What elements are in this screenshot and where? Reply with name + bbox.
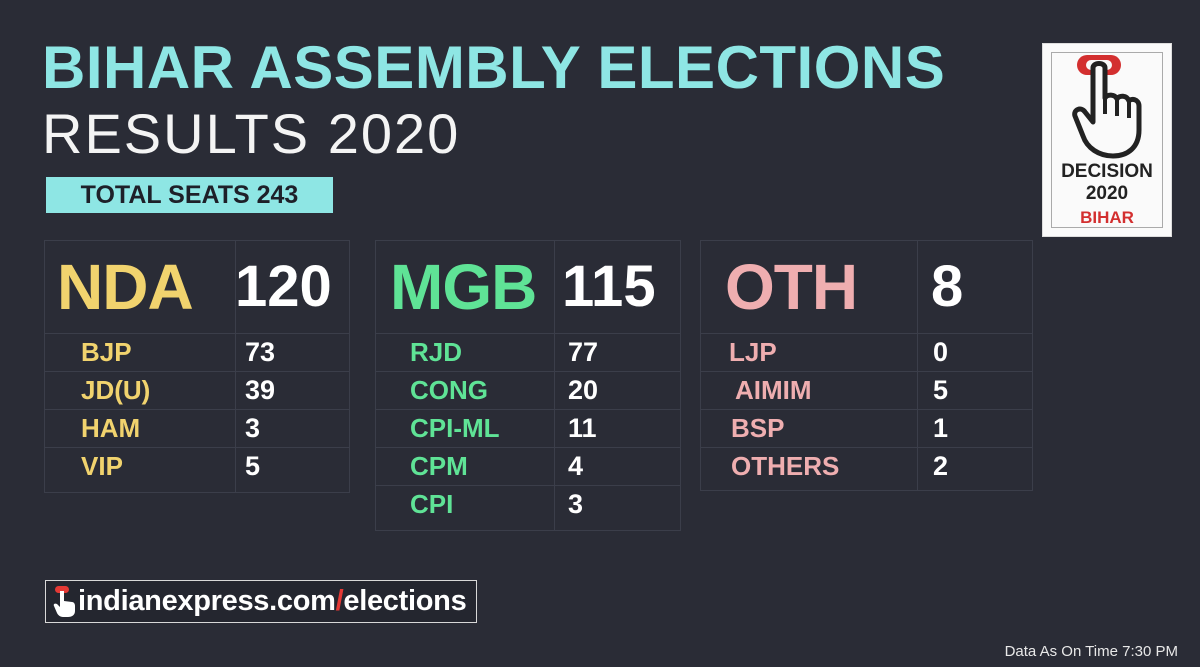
party-name: RJD bbox=[410, 337, 463, 367]
party-seats: 4 bbox=[568, 451, 584, 481]
party-row: CONG 20 bbox=[376, 372, 680, 410]
party-row: RJD 77 bbox=[376, 334, 680, 372]
data-timestamp: Data As On Time 7:30 PM bbox=[1004, 643, 1178, 660]
party-seats: 3 bbox=[568, 489, 584, 519]
party-seats: 1 bbox=[933, 413, 949, 443]
party-name: CPI bbox=[410, 489, 454, 519]
alliance-name: MGB bbox=[390, 251, 537, 323]
alliance-total: 8 bbox=[931, 254, 964, 319]
source-url-box[interactable]: indianexpress.com/elections bbox=[45, 580, 477, 623]
party-name: CPM bbox=[410, 451, 468, 481]
party-seats: 5 bbox=[933, 375, 949, 405]
source-url-text[interactable]: indianexpress.com/elections bbox=[78, 585, 467, 617]
party-row: AIMIM 5 bbox=[701, 372, 1032, 410]
party-row: BJP 73 bbox=[45, 334, 349, 372]
party-seats: 20 bbox=[568, 375, 599, 405]
logo-text-bihar: BIHAR bbox=[1080, 208, 1134, 227]
alliance-total: 115 bbox=[562, 254, 656, 319]
party-seats: 11 bbox=[568, 413, 597, 443]
party-row: CPM 4 bbox=[376, 448, 680, 486]
total-seats-badge: TOTAL SEATS 243 bbox=[46, 177, 333, 213]
party-name: LJP bbox=[729, 337, 777, 367]
party-name: BSP bbox=[731, 413, 785, 443]
party-name: CPI-ML bbox=[410, 413, 500, 443]
party-seats: 3 bbox=[245, 413, 261, 443]
party-seats: 2 bbox=[933, 451, 949, 481]
alliance-nda-panel: NDA 120 BJP 73 JD(U) 39 HAM 3 VIP 5 bbox=[44, 240, 350, 493]
party-name: JD(U) bbox=[81, 375, 151, 405]
party-seats: 73 bbox=[245, 337, 276, 367]
alliance-mgb-panel: MGB 115 RJD 77 CONG 20 CPI-ML 11 CPM 4 C… bbox=[375, 240, 681, 531]
party-name: BJP bbox=[81, 337, 132, 367]
party-name: VIP bbox=[81, 451, 123, 481]
pointing-hand-icon bbox=[1072, 55, 1142, 159]
headline-title: BIHAR ASSEMBLY ELECTIONS bbox=[42, 34, 946, 101]
party-row: VIP 5 bbox=[45, 448, 349, 485]
logo-text-year: 2020 bbox=[1085, 183, 1129, 204]
alliance-nda-header: NDA 120 bbox=[45, 241, 349, 334]
headline-subtitle: RESULTS 2020 bbox=[42, 102, 461, 165]
alliance-oth-header: OTH 8 bbox=[701, 241, 1032, 334]
alliance-name: NDA bbox=[57, 251, 194, 323]
alliance-name: OTH bbox=[725, 251, 858, 323]
party-row: JD(U) 39 bbox=[45, 372, 349, 410]
party-row: CPI-ML 11 bbox=[376, 410, 680, 448]
party-name: AIMIM bbox=[735, 375, 812, 405]
alliance-oth-panel: OTH 8 LJP 0 AIMIM 5 BSP 1 OTHERS 2 bbox=[700, 240, 1033, 491]
party-row: BSP 1 bbox=[701, 410, 1032, 448]
party-seats: 39 bbox=[245, 375, 276, 405]
alliance-mgb-header: MGB 115 bbox=[376, 241, 680, 334]
party-name: CONG bbox=[410, 375, 488, 405]
party-row: LJP 0 bbox=[701, 334, 1032, 372]
party-seats: 5 bbox=[245, 451, 261, 481]
party-seats: 0 bbox=[933, 337, 949, 367]
logo-text-decision: DECISION bbox=[1061, 161, 1153, 182]
party-row: HAM 3 bbox=[45, 410, 349, 448]
alliance-total: 120 bbox=[235, 254, 332, 319]
party-row: OTHERS 2 bbox=[701, 448, 1032, 485]
decision-2020-logo: DECISION 2020 BIHAR bbox=[1042, 43, 1172, 237]
party-row: CPI 3 bbox=[376, 486, 680, 523]
party-name: OTHERS bbox=[731, 451, 840, 481]
pointing-hand-icon bbox=[53, 586, 75, 617]
party-seats: 77 bbox=[568, 337, 599, 367]
party-name: HAM bbox=[81, 413, 141, 443]
